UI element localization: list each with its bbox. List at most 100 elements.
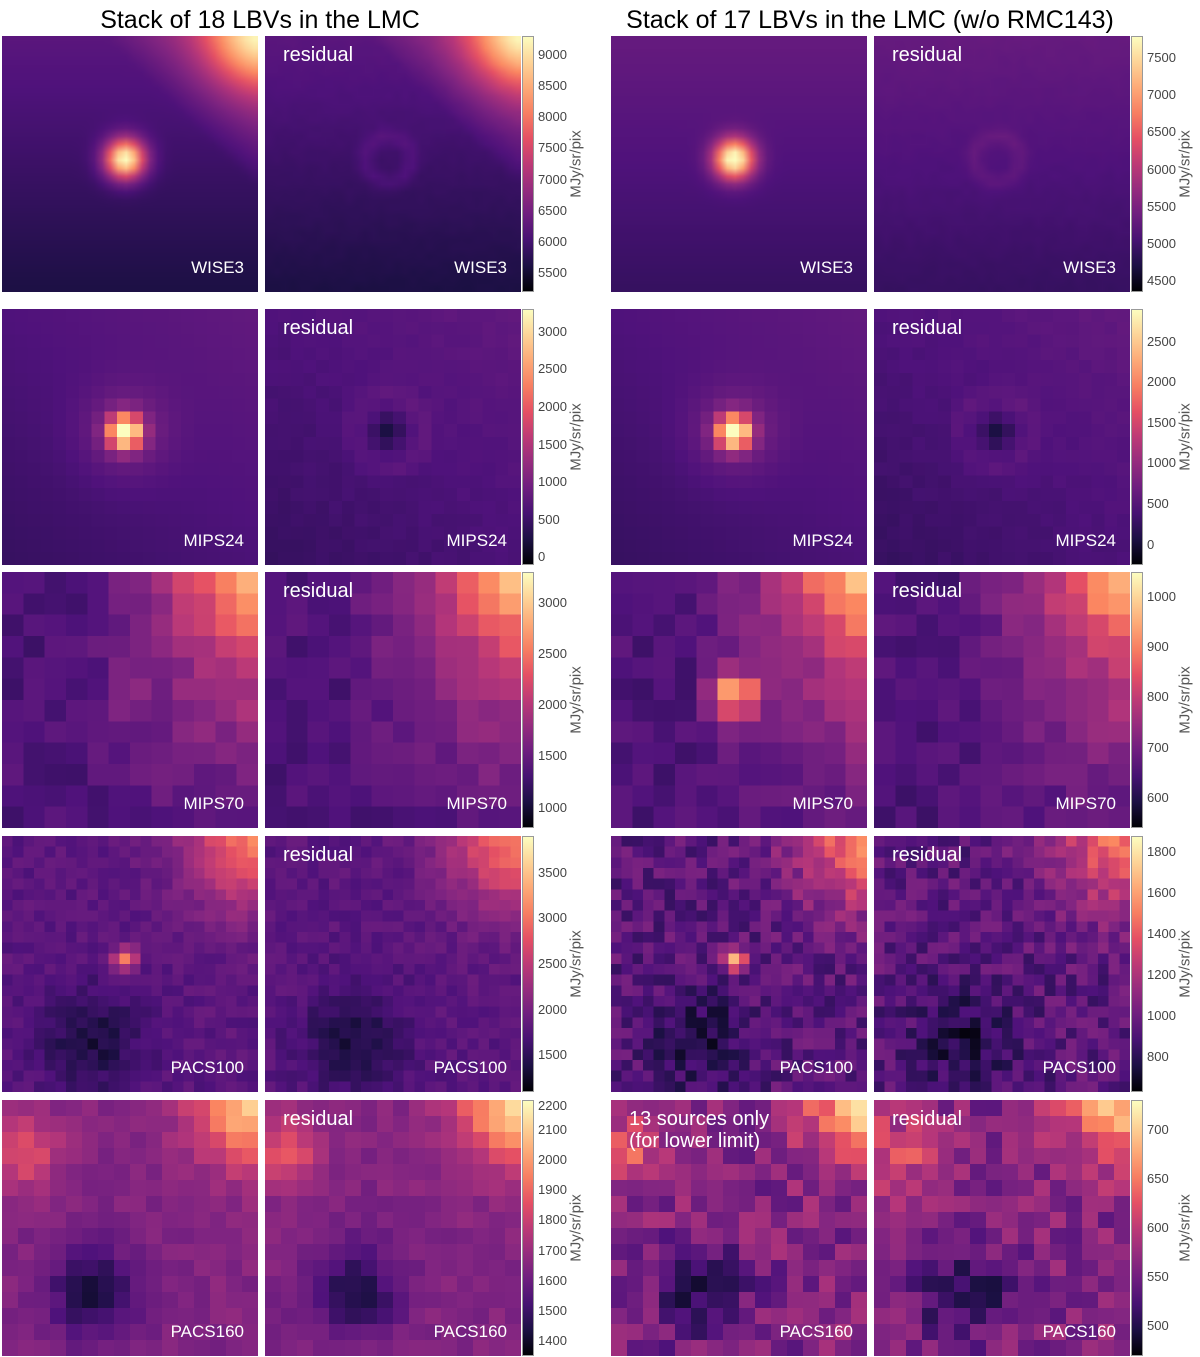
band-label: PACS100 [1042,1058,1116,1077]
band-label: PACS100 [170,1058,244,1077]
colorbar-tick-label: 1000 [1147,589,1176,605]
colorbar-tick-label: 1500 [538,1047,567,1063]
right-pacs100-colorbar [1131,836,1143,1092]
heatmap-image [265,1100,521,1356]
left-pacs100-colorbar [522,836,534,1092]
residual-label: residual [283,1108,354,1130]
colorbar-unit-label: MJy/sr/pix [567,666,585,734]
right-mips70-residual-panel: residual MIPS70 [874,572,1130,828]
colorbar-tick-label: 2100 [538,1122,567,1138]
colorbar-ticks: 2500 2000 1500 1000 500 0 [1147,309,1191,565]
left-mips24-residual-panel: residual MIPS24 [265,309,521,565]
heatmap-image [611,36,867,292]
colorbar-tick-label: 5000 [1147,235,1176,251]
left-wise3-stack-panel: WISE3 [2,36,258,292]
colorbar-ticks: 1000 900 800 700 600 [1147,572,1191,828]
residual-label: residual [283,44,354,66]
colorbar-tick-label: 2000 [538,1001,567,1017]
band-label: MIPS24 [792,531,853,550]
colorbar-tick-label: 1500 [538,436,567,452]
band-label: PACS160 [779,1322,853,1341]
colorbar-tick-label: 4500 [1147,272,1176,288]
colorbar-tick-label: 6000 [538,234,567,250]
colorbar-tick-label: 6000 [1147,161,1176,177]
band-label: MIPS70 [792,794,853,813]
colorbar-tick-label: 0 [538,549,546,565]
heatmap-image [265,309,521,565]
colorbar-tick-label: 500 [1147,496,1169,512]
colorbar-tick-label: 700 [1147,1121,1169,1137]
colorbar-tick-label: 650 [1147,1170,1169,1186]
colorbar-unit-label: MJy/sr/pix [1176,130,1194,198]
right-pacs160-stack-panel: 13 sources only (for lower limit) PACS160 [611,1100,867,1356]
colorbar-tick-label: 6500 [1147,124,1176,140]
heatmap-image [265,572,521,828]
left-pacs160-stack-panel: PACS160 [2,1100,258,1356]
left-wise3-residual-panel: residual WISE3 [265,36,521,292]
band-label: MIPS70 [183,794,244,813]
colorbar-tick-label: 2000 [538,1152,567,1168]
colorbar-tick-label: 1600 [538,1272,567,1288]
right-mips24-residual-panel: residual MIPS24 [874,309,1130,565]
right-wise3-stack-panel: WISE3 [611,36,867,292]
band-label: MIPS24 [183,531,244,550]
residual-label: residual [283,317,354,339]
colorbar-tick-label: 7000 [538,171,567,187]
band-label: MIPS24 [446,531,507,550]
colorbar-tick-label: 500 [1147,1318,1169,1334]
colorbar-tick-label: 800 [1147,1049,1169,1065]
colorbar-ticks: 3500 3000 2500 2000 1500 [538,836,582,1092]
colorbar-tick-label: 2000 [538,697,567,713]
band-label: PACS100 [779,1058,853,1077]
colorbar-tick-label: 1000 [1147,1008,1176,1024]
right-pacs100-stack-panel: PACS100 [611,836,867,1092]
left-mips24-colorbar [522,309,534,565]
heatmap-image [611,836,867,1092]
heatmap-image [874,572,1130,828]
colorbar-tick-label: 7000 [1147,87,1176,103]
left-pacs100-residual-panel: residual PACS100 [265,836,521,1092]
right-mips24-stack-panel: MIPS24 [611,309,867,565]
right-wise3-colorbar [1131,36,1143,292]
colorbar-tick-label: 2500 [538,361,567,377]
colorbar-unit-label: MJy/sr/pix [567,930,585,998]
colorbar-tick-label: 1600 [1147,885,1176,901]
heatmap-image [2,836,258,1092]
right-pacs100-residual-panel: residual PACS100 [874,836,1130,1092]
colorbar-tick-label: 5500 [538,265,567,281]
colorbar-tick-label: 550 [1147,1269,1169,1285]
band-label: MIPS24 [1055,531,1116,550]
colorbar-tick-label: 8000 [538,109,567,125]
band-label: WISE3 [800,258,853,277]
colorbar-tick-label: 1000 [538,474,567,490]
residual-label: residual [892,844,963,866]
colorbar-tick-label: 1500 [1147,414,1176,430]
band-label: WISE3 [454,258,507,277]
colorbar-tick-label: 600 [1147,1220,1169,1235]
colorbar-tick-label: 7500 [1147,50,1176,66]
colorbar-unit-label: MJy/sr/pix [567,403,585,471]
heatmap-image [2,1100,258,1356]
colorbar-tick-label: 0 [1147,536,1155,552]
heatmap-image [611,309,867,565]
heatmap-image [611,572,867,828]
colorbar-tick-label: 1500 [538,1302,567,1318]
left-column-title: Stack of 18 LBVs in the LMC [100,6,420,34]
colorbar-ticks: 3000 2500 2000 1500 1000 [538,572,582,828]
colorbar-tick-label: 500 [538,511,560,527]
left-mips24-stack-panel: MIPS24 [2,309,258,565]
right-column-title: Stack of 17 LBVs in the LMC (w/o RMC143) [626,6,1114,34]
left-mips70-stack-panel: MIPS70 [2,572,258,828]
colorbar-tick-label: 8500 [538,77,567,93]
colorbar-tick-label: 1500 [538,748,567,764]
colorbar-tick-label: 2200 [538,1098,567,1113]
colorbar-ticks: 2200 2100 2000 1900 1800 1700 1600 1500 1400 [538,1098,582,1356]
colorbar-tick-label: 9000 [538,46,567,62]
band-label: PACS160 [433,1322,507,1341]
colorbar-unit-label: MJy/sr/pix [1176,930,1194,998]
left-pacs160-colorbar [522,1100,534,1356]
residual-label: residual [283,580,354,602]
left-mips70-residual-panel: residual MIPS70 [265,572,521,828]
colorbar-tick-label: 900 [1147,639,1169,655]
